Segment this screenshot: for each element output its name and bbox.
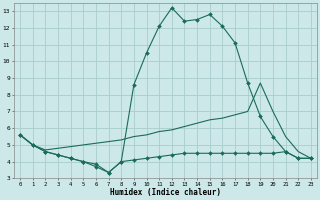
X-axis label: Humidex (Indice chaleur): Humidex (Indice chaleur) <box>110 188 221 197</box>
